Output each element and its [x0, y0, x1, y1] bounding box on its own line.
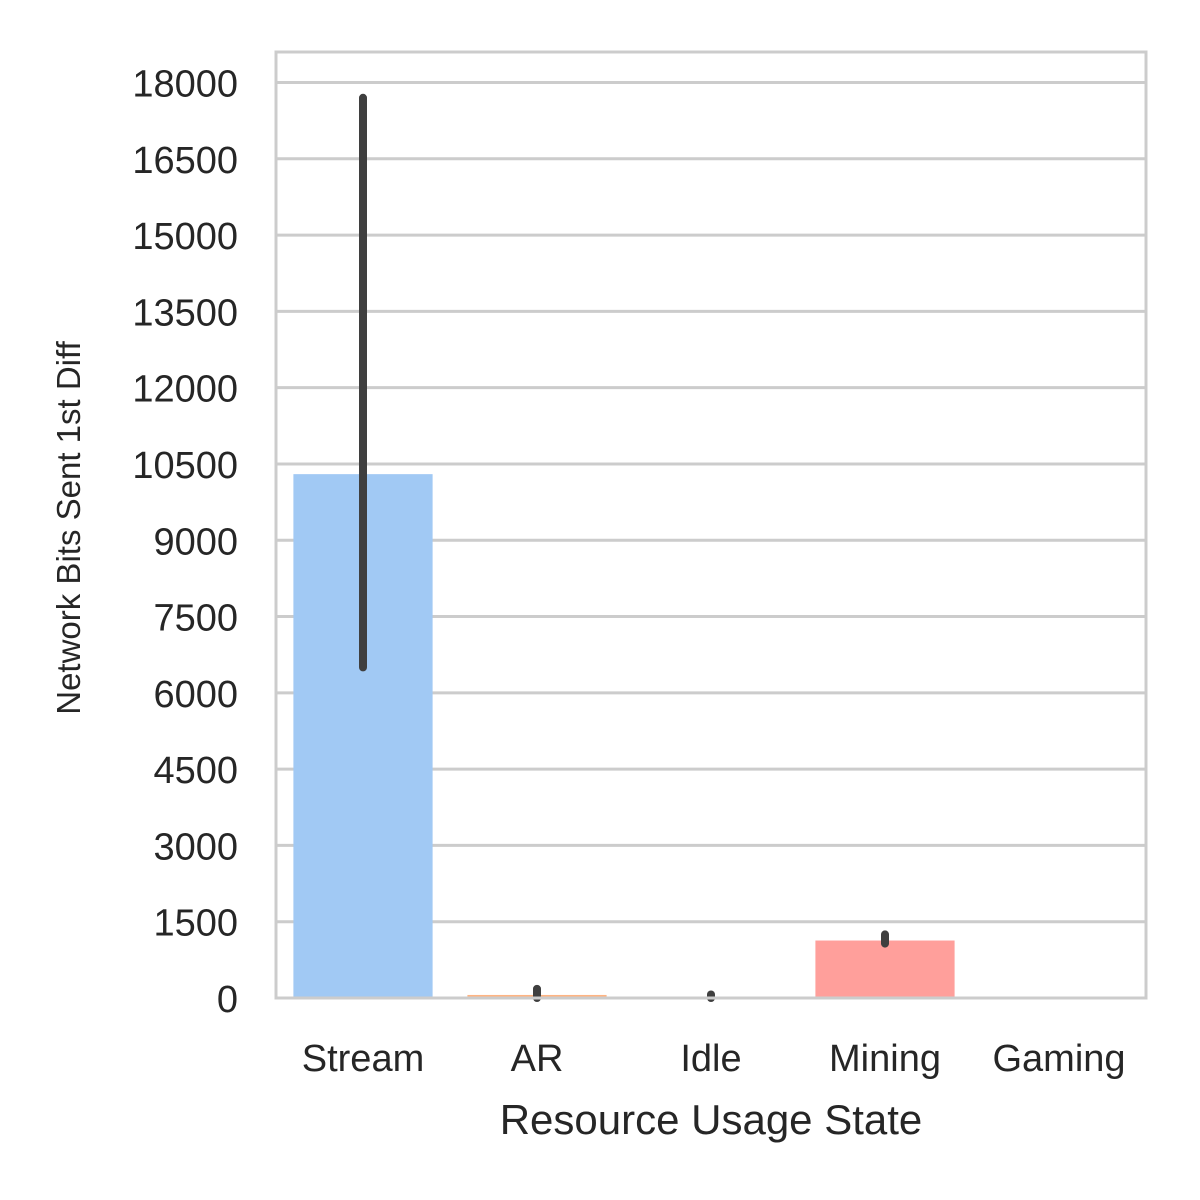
x-tick-label: Stream	[302, 1038, 424, 1080]
y-tick-label: 1500	[153, 903, 238, 945]
y-tick-label: 18000	[132, 64, 238, 106]
x-tick-label: Idle	[680, 1038, 741, 1080]
y-tick-label: 13500	[132, 292, 238, 334]
x-tick-labels: Stream AR Idle Mining Gaming	[302, 1038, 1126, 1080]
x-tick-label: Gaming	[992, 1038, 1125, 1080]
y-tick-label: 0	[217, 979, 238, 1021]
y-tick-label: 3000	[153, 826, 238, 868]
y-tick-label: 4500	[153, 750, 238, 792]
plot-frame	[274, 50, 1148, 1000]
bar-mining	[815, 940, 955, 998]
y-tick-label: 6000	[153, 674, 238, 716]
y-tick-label: 10500	[132, 445, 238, 487]
y-tick-label: 9000	[153, 521, 238, 563]
y-tick-label: 16500	[132, 140, 238, 182]
y-tick-label: 12000	[132, 369, 238, 411]
x-tick-label: Mining	[829, 1038, 941, 1080]
bars	[293, 474, 955, 998]
y-tick-label: 15000	[132, 216, 238, 258]
y-tick-label: 7500	[153, 598, 238, 640]
y-tick-labels: 0 1500 3000 4500 6000 7500 9000 10500 12000 13500…	[132, 64, 238, 1021]
y-axis-label: Network Bits Sent 1st Diff	[50, 340, 87, 714]
error-bars	[359, 93, 889, 1002]
x-tick-label: AR	[511, 1038, 564, 1080]
x-axis-label: Resource Usage State	[500, 1096, 923, 1143]
